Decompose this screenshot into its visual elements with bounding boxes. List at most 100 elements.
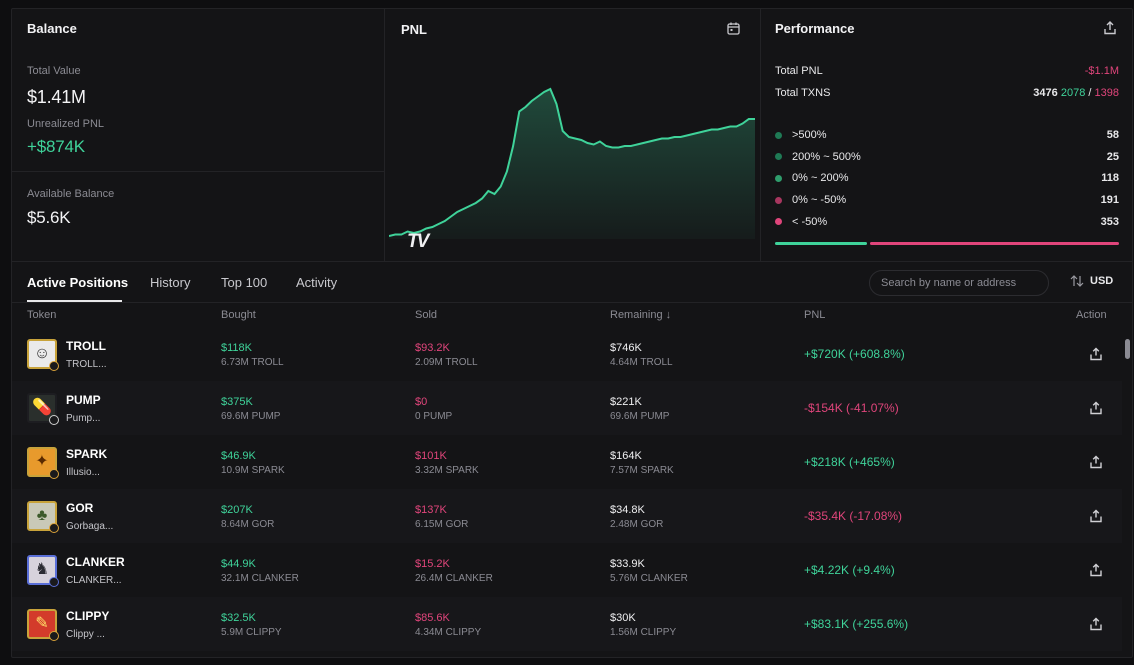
- bucket-label-wrap: 0% ~ 200%: [775, 172, 849, 184]
- bucket-row: 0% ~ -50% 191: [775, 194, 1119, 206]
- token-name: Gorbaga...: [66, 521, 114, 532]
- txns-buy: 2078: [1060, 87, 1086, 99]
- unrealized-pnl: +$874K: [27, 137, 85, 156]
- bought-amount: $44.9K: [221, 558, 256, 570]
- tab-top-100[interactable]: Top 100: [221, 275, 268, 290]
- bucket-label-wrap: < -50%: [775, 216, 827, 228]
- performance-title: Performance: [775, 21, 855, 36]
- pnl-panel: PNL TV: [385, 9, 761, 262]
- currency-label: USD: [1090, 275, 1114, 287]
- total-pnl-label: Total PNL: [775, 65, 823, 77]
- swap-icon: [1070, 275, 1084, 287]
- total-value: $1.41M: [27, 87, 86, 107]
- available-balance: $5.6K: [27, 208, 71, 227]
- table-row[interactable]: ♞ CLANKER CLANKER... $44.9K 32.1M CLANKER $15…: [12, 543, 1122, 597]
- chain-badge-icon: [49, 469, 59, 479]
- pnl-line: [389, 87, 755, 237]
- positions-tabs: Active Positions History Top 100 Activit…: [12, 262, 1132, 303]
- table-row[interactable]: ✦ SPARK Illusio... $46.9K 10.9M SPARK $101K 3.…: [12, 435, 1122, 489]
- chain-badge-icon: [49, 361, 59, 371]
- token-symbol[interactable]: CLANKER: [66, 555, 125, 569]
- bucket-label-wrap: 200% ~ 500%: [775, 151, 861, 163]
- remaining-amount: $30K: [610, 612, 636, 624]
- pnl-value: +$218K (+465%): [804, 455, 895, 469]
- table-row[interactable]: ♣ GOR Gorbaga... $207K 8.64M GOR $137K 6.15M G…: [12, 489, 1122, 543]
- search-input[interactable]: [869, 270, 1049, 296]
- calendar-icon[interactable]: [727, 22, 740, 35]
- bucket-label: 200% ~ 500%: [792, 150, 861, 163]
- pnl-title: PNL: [401, 22, 427, 37]
- bucket-dot: [775, 174, 782, 182]
- currency-toggle[interactable]: USD: [1070, 275, 1113, 287]
- remaining-amount: $34.8K: [610, 504, 645, 516]
- share-icon[interactable]: [1103, 21, 1117, 35]
- sold-amount: $137K: [415, 504, 447, 516]
- remaining-amount: $221K: [610, 396, 642, 408]
- win-bar: [775, 242, 867, 245]
- pnl-chart[interactable]: [389, 69, 755, 249]
- balance-panel: Balance Total Value $1.41M Unrealized PN…: [12, 9, 385, 262]
- bought-amount: $207K: [221, 504, 253, 516]
- sold-amount: $0: [415, 396, 428, 408]
- share-icon[interactable]: [1089, 455, 1103, 469]
- table-row[interactable]: ✎ CLIPPY Clippy ... $32.5K 5.9M CLIPPY $85.6K…: [12, 597, 1122, 651]
- bucket-row: 200% ~ 500% 25: [775, 151, 1119, 163]
- token-symbol[interactable]: CLIPPY: [66, 609, 110, 623]
- share-icon[interactable]: [1089, 509, 1103, 523]
- available-balance-label: Available Balance: [27, 188, 115, 200]
- bucket-label-wrap: 0% ~ -50%: [775, 194, 846, 206]
- bucket-label: 0% ~ -50%: [792, 194, 847, 207]
- share-icon[interactable]: [1089, 563, 1103, 577]
- total-txns-row: Total TXNS 3476 2078 / 1398: [775, 87, 1119, 99]
- table-row[interactable]: 💊 PUMP Pump... $375K 69.6M PUMP $0 0 PUMP $221K…: [12, 381, 1122, 435]
- bucket-dot: [775, 131, 782, 139]
- chain-badge-icon: [49, 415, 59, 425]
- bucket-count: 353: [1100, 215, 1119, 228]
- token-symbol[interactable]: GOR: [66, 501, 94, 515]
- bucket-label-wrap: >500%: [775, 129, 827, 141]
- scrollbar-thumb[interactable]: [1125, 339, 1130, 359]
- share-icon[interactable]: [1089, 617, 1103, 631]
- scrollbar[interactable]: [1122, 327, 1132, 657]
- token-symbol[interactable]: SPARK: [66, 447, 108, 461]
- bucket-dot: [775, 218, 782, 226]
- bucket-row: >500% 58: [775, 129, 1119, 141]
- bucket-count: 58: [1106, 129, 1119, 141]
- summary-section: Balance Total Value $1.41M Unrealized PN…: [12, 9, 1132, 262]
- bucket-count: 191: [1100, 194, 1119, 207]
- token-name: Pump...: [66, 413, 101, 424]
- sold-amount: $15.2K: [415, 558, 450, 570]
- sold-amount: $93.2K: [415, 342, 450, 354]
- remaining-qty: 7.57M SPARK: [610, 465, 674, 476]
- share-icon[interactable]: [1089, 401, 1103, 415]
- col-bought[interactable]: Bought: [221, 309, 256, 321]
- remaining-qty: 1.56M CLIPPY: [610, 627, 677, 638]
- bucket-row: 0% ~ 200% 118: [775, 172, 1119, 184]
- tab-history[interactable]: History: [150, 275, 191, 290]
- remaining-qty: 5.76M CLANKER: [610, 573, 688, 584]
- tab-active-positions[interactable]: Active Positions: [27, 275, 129, 290]
- tab-activity[interactable]: Activity: [296, 275, 338, 290]
- positions-table: ☺ TROLL TROLL... $118K 6.73M TROLL $93.2K 2.09…: [12, 327, 1122, 651]
- pnl-value: -$154K (-41.07%): [804, 401, 899, 415]
- chain-badge-icon: [49, 523, 59, 533]
- col-sold[interactable]: Sold: [415, 309, 438, 321]
- bucket-label: >500%: [792, 129, 827, 141]
- total-pnl-value: -$1.1M: [1084, 65, 1119, 77]
- col-remaining[interactable]: Remaining ↓: [610, 309, 672, 321]
- sold-amount: $85.6K: [415, 612, 450, 624]
- bought-qty: 10.9M SPARK: [221, 465, 285, 476]
- token-symbol[interactable]: PUMP: [66, 393, 101, 407]
- bought-amount: $118K: [221, 342, 252, 354]
- bought-amount: $375K: [221, 396, 253, 408]
- col-pnl[interactable]: PNL: [804, 309, 826, 321]
- bought-amount: $46.9K: [221, 450, 256, 462]
- bought-amount: $32.5K: [221, 612, 256, 624]
- remaining-amount: $746K: [610, 342, 642, 354]
- remaining-qty: 69.6M PUMP: [610, 411, 670, 422]
- bucket-label: < -50%: [792, 215, 828, 228]
- table-row[interactable]: ☺ TROLL TROLL... $118K 6.73M TROLL $93.2K 2.09…: [12, 327, 1122, 381]
- col-token: Token: [27, 309, 57, 321]
- share-icon[interactable]: [1089, 347, 1103, 361]
- token-symbol[interactable]: TROLL: [66, 339, 106, 353]
